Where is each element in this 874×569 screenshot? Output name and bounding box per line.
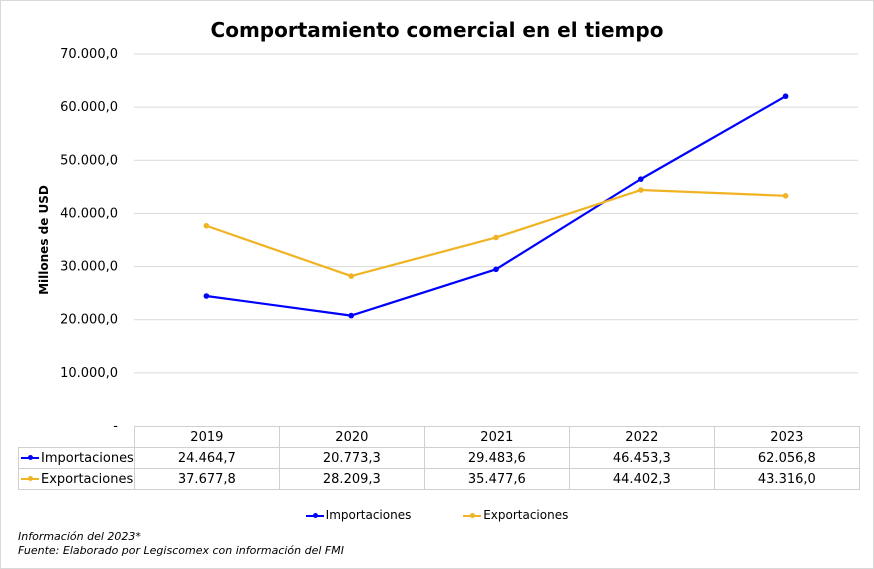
data-point [493, 234, 499, 241]
table-row-label: Exportaciones [18, 468, 135, 490]
table-cell: 35.477,6 [423, 468, 570, 490]
data-point [782, 193, 789, 199]
data-point [203, 293, 210, 299]
table-header-cell: 2019 [133, 426, 280, 448]
data-point [782, 93, 789, 100]
series-line-key-icon [21, 474, 39, 484]
legend-item: Exportaciones [463, 508, 568, 522]
data-table: 2019 2020 2021 2022 2023 Importaciones 2… [18, 426, 860, 490]
legend-label: Importaciones [325, 508, 412, 522]
legend-line-key-icon [305, 511, 324, 521]
data-point [638, 176, 644, 182]
data-point [348, 273, 355, 279]
legend: Importaciones Exportaciones [0, 508, 874, 522]
table-header-cell: 2022 [568, 426, 715, 448]
y-tick-label: 10.000,0 [60, 366, 118, 381]
y-tick-label: 70.000,0 [60, 47, 118, 62]
y-tick-label: 20.000,0 [60, 313, 118, 328]
series-name: Exportaciones [41, 471, 134, 487]
table-row: Importaciones 24.464,7 20.773,3 29.483,6… [18, 447, 860, 469]
table-cell: 43.316,0 [713, 468, 860, 490]
data-point [493, 266, 499, 273]
table-cell: 46.453,3 [568, 447, 715, 469]
table-cell: 37.677,8 [133, 468, 280, 490]
table-cell: 29.483,6 [423, 447, 570, 469]
table-row-label: Importaciones [18, 447, 135, 469]
series-line [206, 188, 786, 278]
footnote-info: Información del 2023* [18, 530, 141, 543]
table-header-row: 2019 2020 2021 2022 2023 [18, 426, 860, 448]
table-cell: 28.209,3 [278, 468, 425, 490]
chart-title: Comportamiento comercial en el tiempo [210, 18, 664, 42]
table-row: Exportaciones 37.677,8 28.209,3 35.477,6… [18, 468, 860, 490]
table-cell: 24.464,7 [133, 447, 280, 469]
table-cell: 62.056,8 [713, 447, 860, 469]
y-tick-label: 40.000,0 [60, 206, 118, 221]
table-header-cell: 2021 [423, 426, 570, 448]
legend-item: Importaciones [305, 508, 412, 522]
table-cell: 44.402,3 [568, 468, 715, 490]
y-tick-label: 60.000,0 [60, 100, 118, 115]
y-tick-label: 50.000,0 [60, 153, 118, 168]
legend-label: Exportaciones [483, 508, 569, 522]
series-line-key-icon [21, 453, 39, 463]
table-cell: 20.773,3 [278, 447, 425, 469]
y-tick-label: 30.000,0 [60, 260, 118, 275]
data-point [638, 187, 644, 193]
table-header-cell: 2020 [278, 426, 425, 448]
data-point [203, 222, 210, 229]
table-corner [18, 426, 135, 448]
legend-line-key-icon [463, 511, 482, 521]
series-line [206, 95, 787, 317]
series-name: Importaciones [41, 450, 134, 466]
data-point [348, 312, 355, 319]
footnote-source: Fuente: Elaborado por Legiscomex con inf… [18, 544, 344, 557]
table-header-cell: 2023 [713, 426, 860, 448]
